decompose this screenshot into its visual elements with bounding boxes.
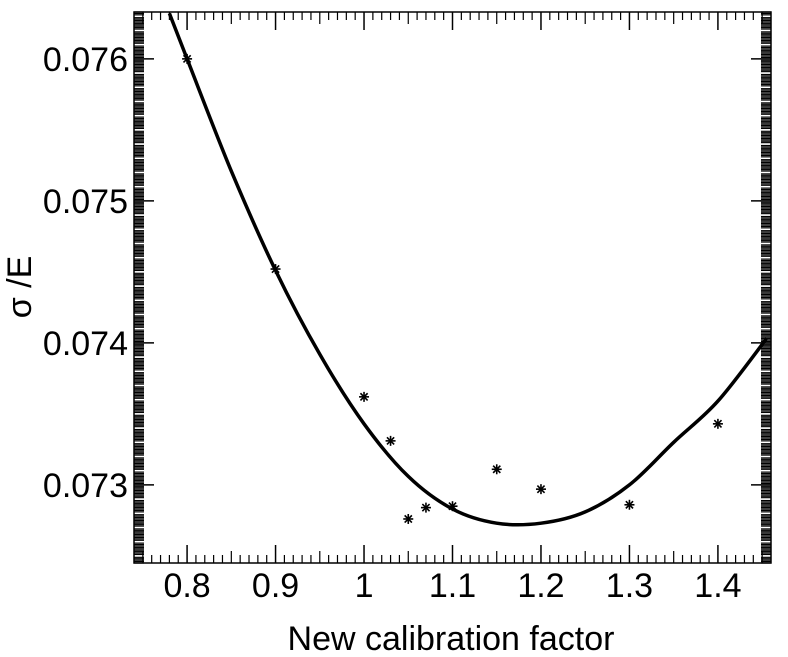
asterisk-stroke <box>713 419 723 428</box>
asterisk-stroke <box>448 502 457 511</box>
x-tick-label: 0.9 <box>252 567 299 605</box>
asterisk-stroke <box>421 503 431 512</box>
asterisk-stroke <box>625 500 634 509</box>
data-point <box>624 499 635 510</box>
asterisk-stroke <box>182 54 192 64</box>
data-point <box>403 513 414 524</box>
x-tick-label: 1 <box>355 567 374 605</box>
x-tick-label: 1.3 <box>606 567 653 605</box>
x-tick-labels: 0.8 0.9 1 1.1 1.2 1.3 1.4 <box>163 567 741 605</box>
x-axis-title: New calibration factor <box>288 620 615 657</box>
y-axis-title: σ /E <box>1 256 39 319</box>
asterisk-stroke <box>404 514 413 524</box>
data-points-layer <box>182 53 723 524</box>
data-point <box>385 435 396 446</box>
fit-curve <box>167 12 768 527</box>
axis-ticks <box>134 11 771 564</box>
asterisk-stroke <box>271 264 280 274</box>
x-tick-label: 1.4 <box>694 567 741 605</box>
data-point <box>420 502 431 513</box>
data-point <box>270 264 281 275</box>
x-tick-label: 1.1 <box>429 567 476 605</box>
asterisk-stroke <box>359 392 369 402</box>
x-tick-label: 1.2 <box>517 567 564 605</box>
data-point <box>535 484 546 495</box>
data-point <box>182 53 193 64</box>
asterisk-stroke <box>536 484 546 494</box>
data-point <box>491 464 502 475</box>
data-point <box>447 501 458 512</box>
y-tick-label: 0.076 <box>43 41 128 79</box>
y-tick-label: 0.073 <box>43 467 128 505</box>
asterisk-stroke <box>386 436 395 446</box>
fit-curve-layer <box>167 12 768 527</box>
data-point <box>712 418 723 429</box>
y-tick-label: 0.075 <box>43 183 128 221</box>
x-tick-label: 0.8 <box>163 567 210 605</box>
y-tick-labels: 0.073 0.074 0.075 0.076 <box>43 41 128 505</box>
y-tick-label: 0.074 <box>43 325 128 363</box>
plot-frame <box>133 11 772 564</box>
asterisk-stroke <box>492 465 501 474</box>
data-point <box>359 391 370 402</box>
